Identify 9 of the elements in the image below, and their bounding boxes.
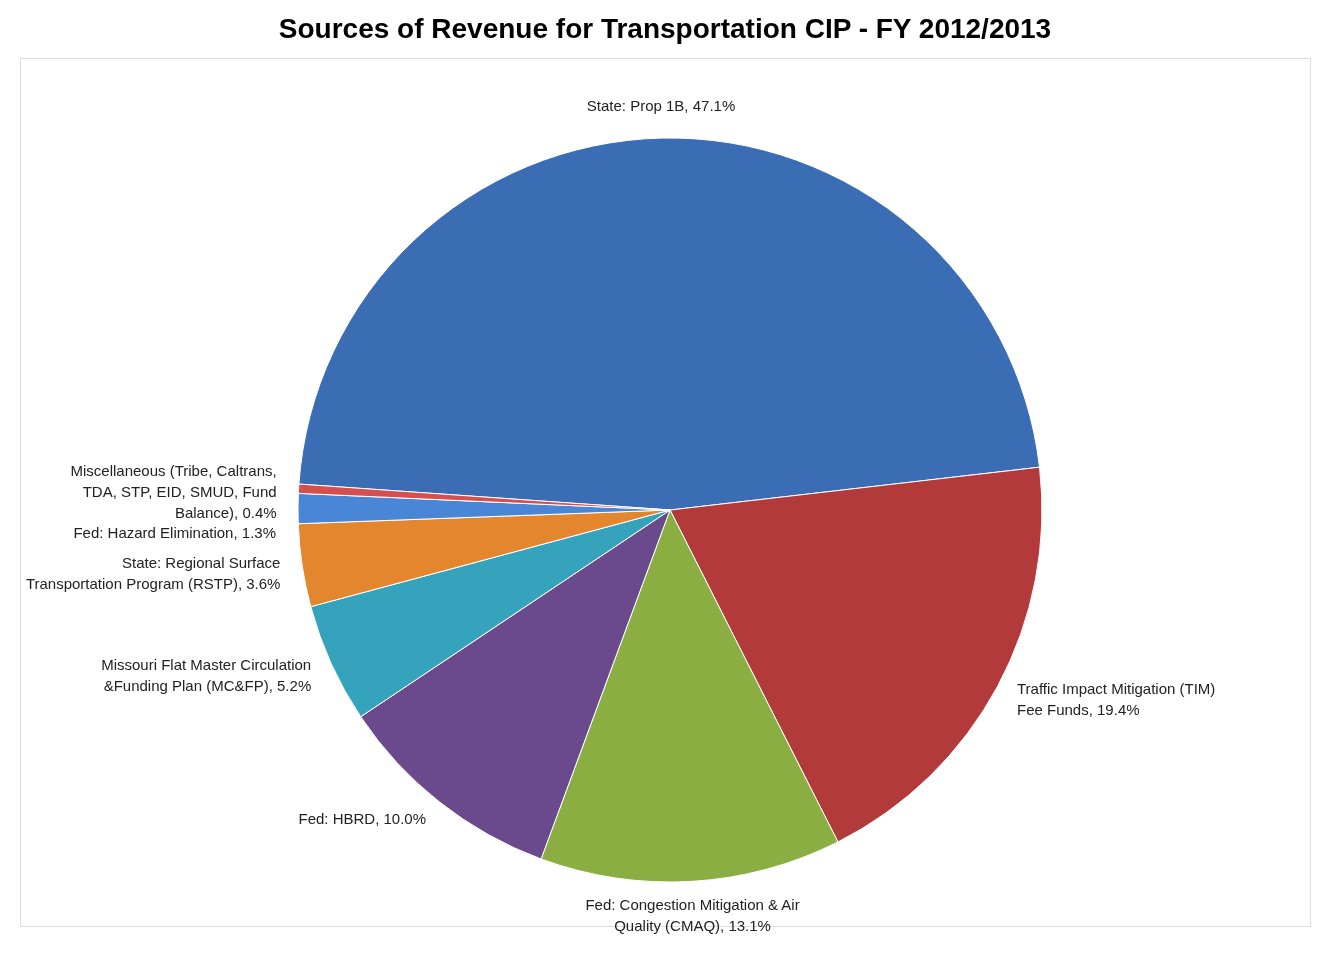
- slice-label: State: Regional Surface Transportation Program (RSTP), 3.6%: [25, 554, 281, 593]
- slice-label: Fed: Hazard Elimination, 1.3%: [73, 524, 276, 542]
- slice-label: Traffic Impact Mitigation (TIM) Fee Funds, 19.4%: [1016, 679, 1216, 718]
- slice-label: State: Prop 1B, 47.1%: [586, 97, 736, 115]
- slice-label: Missouri Flat Master Circulation &Funding Plan (MC&FP), 5.2%: [101, 655, 312, 694]
- slice-label: Fed: Congestion Mitigation & Air Quality (CMAQ), 13.1%: [585, 896, 800, 935]
- slice-label: Fed: HBRD, 10.0%: [298, 810, 427, 828]
- slice-label: Miscellaneous (Tribe, Caltrans, TDA, STP, EID, SMUD, Fund Balance), 0.4%: [70, 462, 277, 522]
- chart-title: Sources of Revenue for Transportation CIP - FY 2012/2013: [278, 13, 1052, 44]
